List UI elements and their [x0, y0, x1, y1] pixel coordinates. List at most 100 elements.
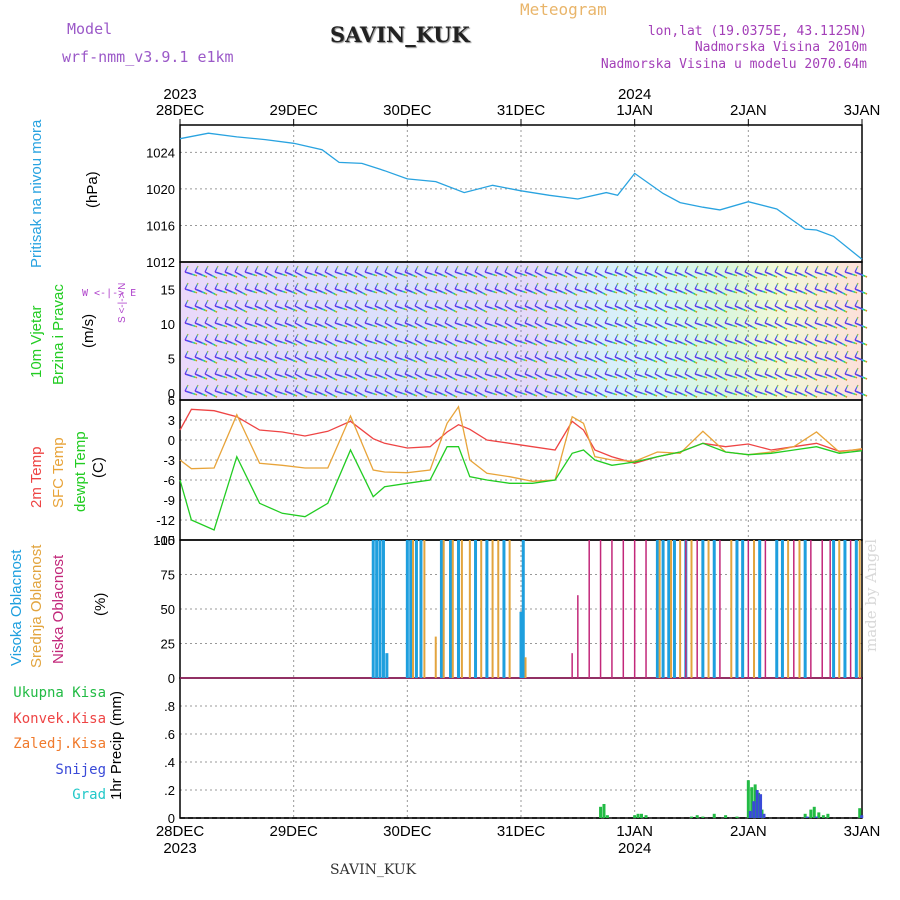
wind-barb	[544, 322, 558, 328]
wind-barb-flag	[314, 316, 319, 324]
wind-barb	[454, 322, 468, 328]
wind-barb	[194, 305, 208, 312]
wind-barb-flag	[774, 265, 779, 273]
wind-barb-flag	[264, 367, 269, 375]
wind-barb-flag	[844, 299, 849, 307]
wind-barb-flag	[834, 367, 839, 375]
wind-barb	[664, 339, 678, 345]
wind-barb-flag	[804, 282, 809, 290]
wind-barb	[354, 305, 368, 313]
wind-barb-flag	[194, 316, 199, 324]
wind-barb	[194, 288, 208, 295]
cloud-bar	[508, 540, 511, 678]
wind-barb-flag	[394, 265, 399, 273]
wind-barb	[824, 288, 838, 295]
wind-barb	[404, 339, 418, 346]
wind-barb-flag	[434, 350, 439, 358]
wind-barb	[694, 288, 708, 294]
wind-barb	[534, 373, 548, 381]
wind-barb	[794, 373, 808, 380]
wind-barb	[834, 373, 848, 381]
wind-barb	[684, 288, 698, 296]
wind-barb	[604, 390, 618, 396]
wind-barb	[504, 271, 518, 279]
cloud-bar	[381, 540, 385, 678]
wind-barb-flag	[774, 384, 779, 392]
wind-barb	[264, 305, 278, 313]
wind-barb	[454, 305, 468, 311]
wind-barb	[294, 288, 308, 296]
wind-barb	[494, 305, 508, 312]
wind-barb	[804, 271, 818, 279]
wind-barb	[304, 271, 318, 277]
wind-barb	[614, 339, 628, 346]
wind-barb-flag	[764, 384, 769, 392]
wind-barb	[384, 390, 398, 398]
wind-barb	[594, 271, 608, 279]
wind-barb	[574, 322, 588, 328]
wind-barb	[464, 390, 478, 397]
wind-barb-flag	[584, 299, 589, 307]
wind-barb	[564, 288, 578, 296]
wind-barb	[574, 373, 588, 379]
cloud-bar	[747, 540, 750, 678]
wind-barb-flag	[714, 333, 719, 341]
precip-bar	[633, 815, 637, 818]
wind-barb	[494, 356, 508, 363]
wind-barb-flag	[244, 299, 249, 307]
wind-barb	[354, 322, 368, 330]
cloud-mid-title: Srednja Oblacnost	[28, 544, 45, 668]
wind-barb	[504, 339, 518, 347]
cloud-bar	[764, 540, 767, 678]
wind-barb	[744, 322, 758, 330]
wind-barb-flag	[404, 384, 409, 392]
wind-barb-flag	[554, 316, 559, 324]
wind-barb	[284, 390, 298, 397]
wind-barb-flag	[524, 265, 529, 273]
wind-barb-flag	[434, 384, 439, 392]
wind-barb	[844, 305, 858, 311]
wind-barb	[464, 356, 478, 363]
wind-barb	[794, 339, 808, 346]
wind-barb	[484, 356, 498, 362]
wind-barb	[364, 322, 378, 328]
wind-barb	[814, 373, 828, 379]
wind-barb-flag	[554, 299, 559, 307]
wind-barb	[674, 339, 688, 346]
wind-barb-flag	[354, 333, 359, 341]
wind-barb	[474, 390, 488, 398]
wind-barb-flag	[564, 282, 569, 290]
legend-rain: Ukupna Kisa	[13, 685, 106, 701]
wind-barb-flag	[594, 350, 599, 358]
wind-barb-flag	[514, 316, 519, 324]
wind-barb-flag	[254, 350, 259, 358]
wind-barb-flag	[304, 316, 309, 324]
wind-barb	[574, 305, 588, 311]
wind-barb-flag	[684, 316, 689, 324]
wind-barb-flag	[324, 299, 329, 307]
wind-barb-flag	[754, 384, 759, 392]
wind-barb	[264, 356, 278, 364]
wind-barb	[194, 322, 208, 329]
wind-barb-flag	[284, 367, 289, 375]
wind-barb	[844, 288, 858, 294]
wind-barb	[394, 271, 408, 277]
wind-barb-flag	[234, 299, 239, 307]
wind-barb-flag	[394, 333, 399, 341]
wind-barb	[514, 390, 528, 396]
wind-barb	[244, 373, 258, 379]
wind-barb-flag	[604, 367, 609, 375]
wind-barb-flag	[664, 265, 669, 273]
precip-bar	[750, 787, 754, 818]
wind-barb-flag	[354, 299, 359, 307]
wind-barb	[474, 373, 488, 381]
precip-bar	[809, 809, 813, 818]
wind-barb	[204, 339, 218, 347]
bottom-date-tick: 30DEC	[383, 823, 432, 840]
wind-barb-flag	[644, 299, 649, 307]
wind-barb	[604, 373, 618, 379]
precip-bar	[817, 812, 821, 818]
wind-barb-flag	[714, 367, 719, 375]
cloud-bar	[741, 540, 745, 678]
wind-barb-flag	[224, 316, 229, 324]
